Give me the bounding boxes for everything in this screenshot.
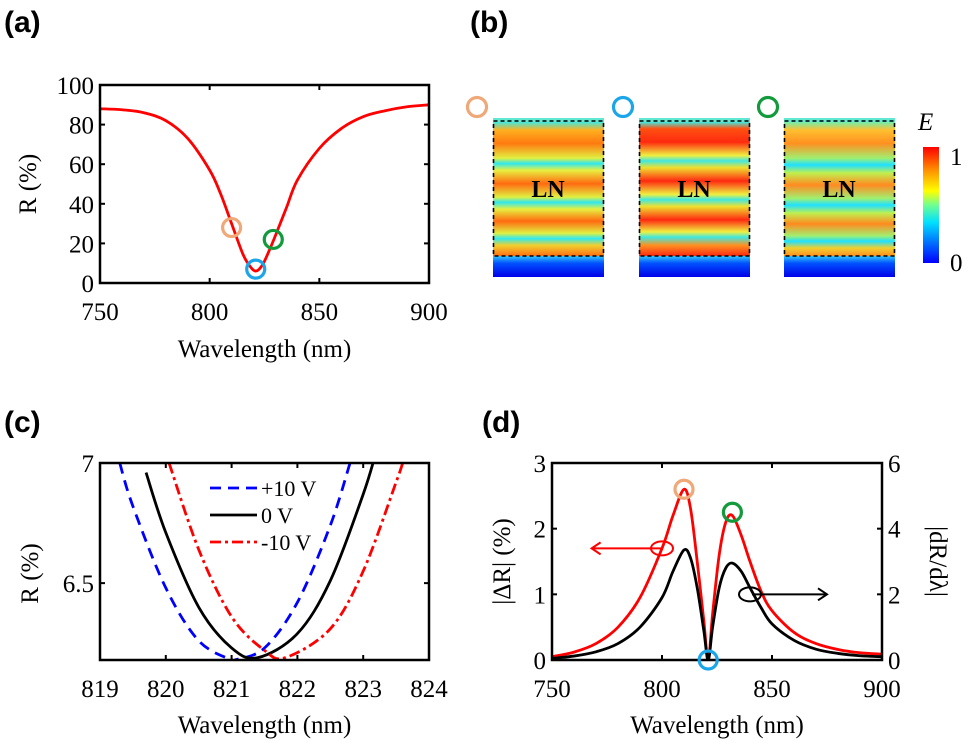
plot-frame: [98, 83, 431, 285]
y-tick-label: 6.5: [63, 571, 94, 598]
arrow-right-icon: [817, 587, 829, 602]
y-axis-label: R (%): [15, 154, 42, 214]
panel-label-c: (c): [4, 406, 41, 439]
y-axis-label: |ΔR| (%): [489, 518, 516, 605]
colorbar-max-label: 1: [950, 144, 963, 171]
ln-boundary-dashed: [638, 120, 751, 257]
panel-a-reflectance-chart: 750 800 850 900 0 20 40 60 80 100 Wavelength (nm) R…: [15, 73, 448, 363]
field-map: LN: [465, 95, 605, 277]
panel-label-b: (b): [470, 6, 508, 39]
marker-circle-blue: [611, 95, 635, 119]
y-tick-label: 40: [69, 192, 94, 219]
y-tick-label: 0: [82, 271, 95, 298]
y-right-tick-label: 0: [888, 648, 901, 675]
y-axis-label: R (%): [17, 543, 44, 603]
x-tick-label: 820: [147, 676, 185, 703]
marker-circle-blue: [697, 649, 719, 671]
ln-boundary-dashed: [783, 120, 896, 257]
y-tick-label: 20: [69, 231, 94, 258]
top-layer: [784, 118, 895, 122]
legend: +10 V0 V-10 V: [210, 476, 317, 555]
colorbar-min-label: 0: [950, 250, 963, 277]
y-tick-label: 0: [534, 648, 547, 675]
series-line-0-v: [144, 463, 375, 660]
panel-b-field-maps: LN LN LN E1 0: [465, 95, 963, 277]
x-tick-label: 850: [753, 676, 791, 703]
x-axis-label: Wavelength (nm): [630, 712, 804, 739]
y-tick-label: 60: [69, 152, 94, 179]
panel-label-d: (d): [482, 406, 520, 439]
field-map: LN: [756, 95, 896, 277]
x-tick-label: 800: [191, 299, 229, 326]
legend-entry: 0 V: [261, 503, 293, 528]
x-tick-label: 900: [863, 676, 901, 703]
y-tick-label: 7: [82, 451, 95, 478]
ln-field-region: [784, 122, 895, 256]
top-layer: [639, 118, 750, 122]
substrate-region: [493, 256, 604, 277]
y-tick-label: 2: [534, 517, 547, 544]
y-right-tick-label: 2: [888, 582, 901, 609]
x-tick-label: 750: [533, 676, 571, 703]
panel-label-a: (a): [4, 6, 41, 39]
x-tick-label: 819: [81, 676, 119, 703]
x-tick-label: 750: [81, 299, 119, 326]
x-tick-label: 824: [410, 676, 448, 703]
substrate-region: [639, 256, 750, 277]
ln-label: LN: [822, 177, 856, 203]
series-line-right: [552, 548, 882, 660]
ln-label: LN: [531, 177, 565, 203]
y-tick-label: 80: [69, 113, 94, 140]
series-line--10-v: [167, 463, 405, 660]
colorbar: [923, 147, 939, 263]
x-tick-label: 900: [410, 299, 448, 326]
marker-circle-green: [721, 501, 744, 523]
plot-frame: [98, 461, 431, 662]
ln-field-region: [493, 122, 604, 256]
marker-circle-green: [262, 228, 284, 251]
series-line-left: [552, 487, 882, 660]
x-tick-label: 850: [301, 299, 339, 326]
substrate-region: [784, 256, 895, 277]
panel-c-voltage-tuning-chart: 819 820 821 822 823 824 6.5 7 Wavelength (nm) R (…: [17, 451, 448, 739]
legend-entry: +10 V: [261, 476, 317, 501]
colorbar-label: E: [917, 109, 933, 136]
x-axis-label: Wavelength (nm): [178, 336, 352, 363]
series-line-0: [100, 103, 429, 273]
x-axis-label: Wavelength (nm): [178, 712, 352, 739]
x-tick-label: 800: [643, 676, 681, 703]
marker-circle-orange: [673, 478, 695, 500]
legend-entry: -10 V: [261, 530, 311, 555]
marker-circle-green: [756, 95, 780, 119]
marker-circle-orange: [465, 95, 489, 119]
x-tick-label: 823: [344, 676, 382, 703]
top-layer: [493, 118, 604, 122]
x-tick-label: 821: [213, 676, 251, 703]
ln-boundary-dashed: [492, 120, 605, 257]
field-map: LN: [611, 95, 751, 277]
arrow-left-icon: [589, 541, 602, 556]
ln-field-region: [639, 122, 750, 256]
y-tick-label: 3: [534, 451, 547, 478]
y-tick-label: 1: [534, 582, 547, 609]
series-line--10-v: [118, 463, 352, 660]
x-tick-label: 822: [279, 676, 317, 703]
y-right-tick-label: 4: [888, 517, 901, 544]
ln-label: LN: [677, 177, 711, 203]
y-right-axis-label: |dR/dλ|: [924, 526, 951, 597]
marker-circle-orange: [221, 216, 243, 239]
y-right-tick-label: 6: [888, 451, 901, 478]
y-tick-label: 100: [57, 73, 95, 100]
marker-circle-blue: [245, 258, 267, 280]
